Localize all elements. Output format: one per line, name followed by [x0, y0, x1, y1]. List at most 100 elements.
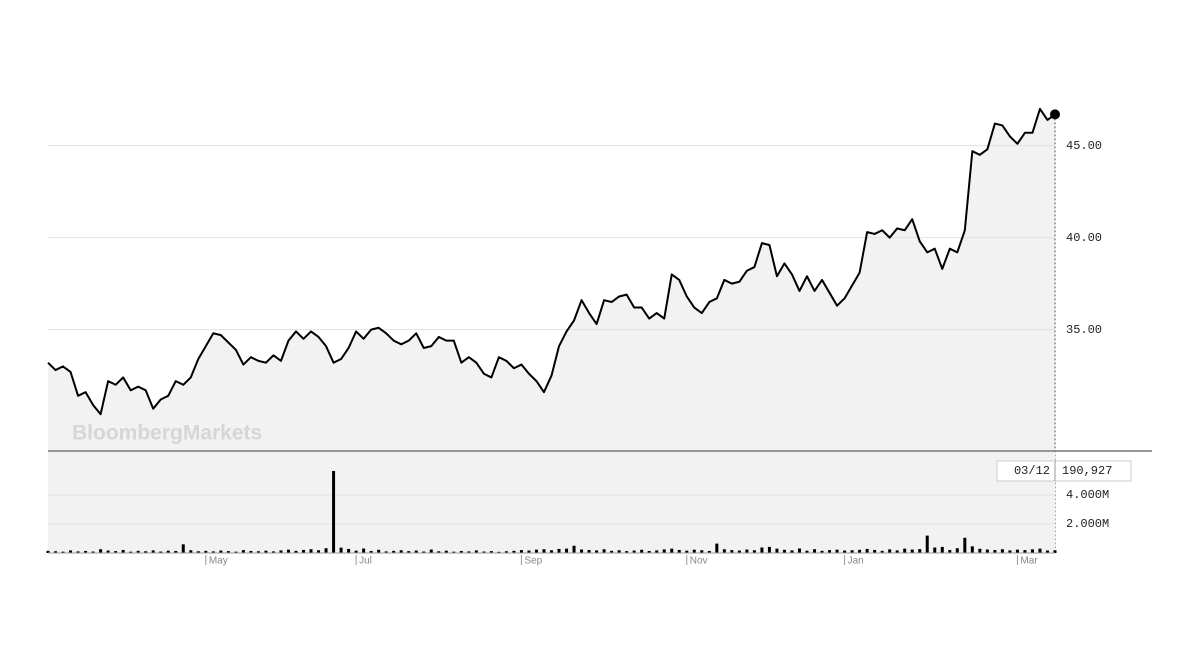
volume-bar [565, 548, 569, 553]
volume-bar [166, 550, 170, 553]
volume-bar [459, 550, 463, 553]
volume-bar [625, 551, 629, 553]
cursor-date: 03/12 [1014, 464, 1050, 478]
volume-bar [114, 551, 118, 553]
volume-bar [595, 550, 599, 553]
volume-bar [392, 550, 396, 553]
last-point [1050, 109, 1060, 120]
volume-bar [256, 551, 260, 553]
volume-bar [865, 548, 869, 553]
volume-bar [332, 470, 336, 553]
volume-bar [226, 551, 230, 553]
volume-bar [550, 550, 553, 553]
volume-bar [189, 550, 193, 553]
volume-bar [534, 549, 538, 553]
volume-bar [587, 549, 591, 553]
volume-bar [767, 546, 771, 553]
volume-bar [737, 550, 741, 553]
volume-bar [707, 550, 711, 553]
volume-bar [850, 550, 854, 553]
volume-bar [467, 551, 471, 553]
volume-bar [196, 551, 200, 553]
volume-bar [121, 549, 125, 553]
volume-bar [918, 549, 922, 553]
volume-bar [437, 551, 441, 553]
cursor-box [996, 460, 1132, 482]
watermark: BloombergMarkets [72, 422, 262, 445]
volume-bar [151, 550, 155, 553]
volume-bar [978, 548, 982, 553]
volume-bar [557, 548, 561, 553]
volume-bar [309, 549, 313, 553]
volume-bar [271, 551, 275, 553]
y-tick-label: 45.00 [1066, 139, 1102, 153]
volume-bar [1030, 549, 1034, 553]
volume-bar [377, 549, 381, 553]
x-tick-label: May [209, 556, 228, 567]
volume-bar [955, 548, 959, 553]
volume-bar [1045, 550, 1049, 553]
volume-bar [384, 551, 388, 553]
volume-bar [527, 550, 531, 553]
volume-bar [339, 547, 343, 553]
volume-bar [1015, 549, 1019, 553]
volume-bar [1008, 550, 1012, 553]
volume-bar [722, 549, 726, 553]
volume-bar [760, 547, 764, 553]
volume-bar [610, 550, 614, 553]
volume-bar [264, 550, 268, 553]
volume-bar [843, 550, 847, 553]
volume-bar [685, 550, 689, 553]
volume-bar [813, 549, 817, 553]
y-tick-label: 35.00 [1066, 323, 1102, 337]
volume-bar [354, 550, 358, 553]
volume-bar [1053, 550, 1057, 553]
volume-bar [752, 550, 756, 553]
volume-bar [670, 548, 674, 553]
volume-bar [69, 550, 73, 553]
volume-bar [159, 551, 163, 553]
volume-bar [369, 550, 373, 553]
volume-bar [647, 550, 651, 553]
volume-bar [895, 550, 899, 553]
volume-bar [797, 548, 801, 553]
volume-bar [632, 550, 636, 553]
volume-bar [700, 550, 704, 553]
volume-bar [362, 548, 366, 553]
y-tick-label: 2.000M [1066, 517, 1109, 531]
volume-bar [512, 550, 516, 553]
volume-bar [99, 549, 103, 553]
volume-bar [407, 551, 411, 553]
volume-bar [241, 550, 245, 553]
y-tick-label: 4.000M [1066, 488, 1109, 502]
volume-bar [174, 550, 178, 553]
price-area [48, 108, 1055, 452]
volume-bar [970, 546, 974, 553]
x-tick-label: Nov [690, 556, 708, 567]
volume-bar [745, 549, 749, 553]
volume-bar [993, 549, 997, 553]
volume-bar [888, 549, 892, 553]
volume-bar [91, 551, 95, 553]
volume-bar [204, 550, 208, 553]
volume-bar [144, 551, 148, 553]
volume-bar [474, 550, 478, 553]
volume-bar [715, 543, 719, 553]
x-tick-label: Sep [524, 556, 542, 567]
volume-bar [790, 550, 794, 553]
volume-bar [1000, 549, 1004, 553]
volume-bar [692, 549, 696, 553]
volume-bar [444, 550, 448, 553]
volume-bar [655, 550, 659, 553]
volume-bar [820, 550, 824, 553]
volume-bar [858, 549, 862, 553]
volume-bar [347, 548, 351, 553]
volume-bar [302, 549, 306, 553]
volume-bar [249, 550, 253, 553]
price-line [47, 107, 1056, 416]
volume-bar [497, 551, 501, 553]
volume-bar [519, 550, 523, 553]
volume-bar [542, 549, 546, 553]
volume-bar [136, 550, 140, 553]
